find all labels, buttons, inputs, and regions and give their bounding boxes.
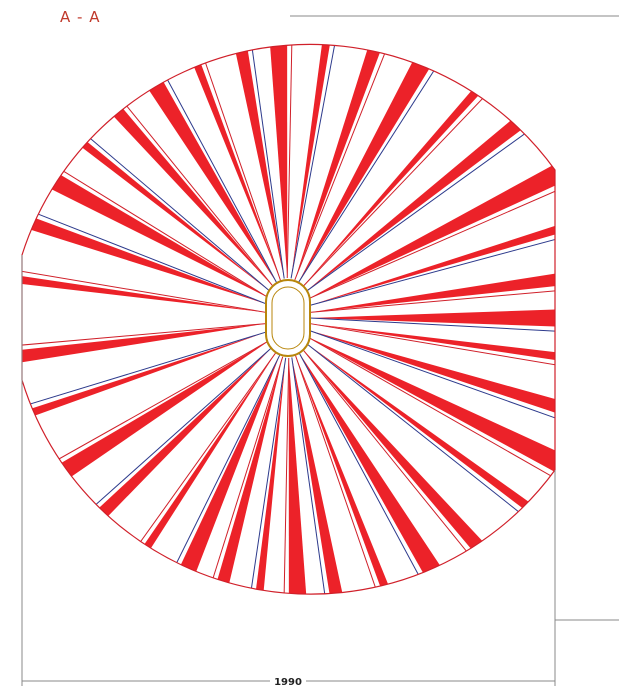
spoke (309, 317, 555, 336)
center-hub-inner (271, 286, 305, 350)
spoke (305, 342, 555, 532)
spoke (241, 357, 287, 595)
spoke (247, 357, 286, 595)
spoke (22, 265, 267, 313)
spoke (167, 44, 281, 281)
spoke (221, 44, 285, 279)
spoke (308, 222, 555, 307)
spoke (22, 331, 268, 425)
spoke (22, 323, 267, 374)
spoke (290, 44, 347, 279)
spoke (22, 259, 267, 313)
spoke (22, 194, 268, 305)
spoke (308, 330, 555, 431)
spoke (22, 323, 267, 352)
center-hub (265, 279, 311, 357)
dimension-lines (21, 15, 619, 686)
spoke (310, 307, 555, 329)
spoke (197, 356, 283, 595)
spoke (191, 356, 284, 595)
spoke (286, 44, 294, 279)
spoke (108, 44, 277, 284)
spoke (298, 44, 458, 283)
spoke (282, 357, 290, 595)
spoke (150, 355, 280, 595)
spoke (302, 54, 511, 288)
spoke (291, 357, 355, 595)
spoke (294, 44, 401, 280)
spoke (307, 336, 555, 494)
spoke (309, 323, 555, 377)
spoke (302, 348, 513, 584)
spoke (291, 357, 334, 595)
spoke (307, 336, 555, 488)
spoke (307, 172, 555, 300)
spoke (301, 348, 497, 588)
spoke (309, 262, 555, 313)
spoke (295, 355, 409, 595)
spoke (309, 284, 555, 313)
spoke (265, 44, 288, 279)
spoke (299, 352, 468, 595)
spoke (304, 93, 554, 293)
spoke (309, 323, 555, 371)
spoke (301, 64, 516, 288)
spoke (308, 329, 555, 437)
spoke (307, 148, 555, 300)
spoke (22, 331, 268, 439)
spoke (24, 95, 272, 293)
spoke (242, 44, 285, 279)
spoke (291, 44, 341, 279)
spoke (305, 342, 550, 537)
spoke (308, 208, 555, 306)
spoke (22, 340, 270, 518)
spoke (304, 109, 555, 293)
spoke (181, 44, 281, 281)
dimension-label: 1990 (274, 677, 302, 688)
section-title: A - A (60, 8, 100, 26)
spoke (103, 351, 277, 595)
spoke (288, 357, 311, 595)
